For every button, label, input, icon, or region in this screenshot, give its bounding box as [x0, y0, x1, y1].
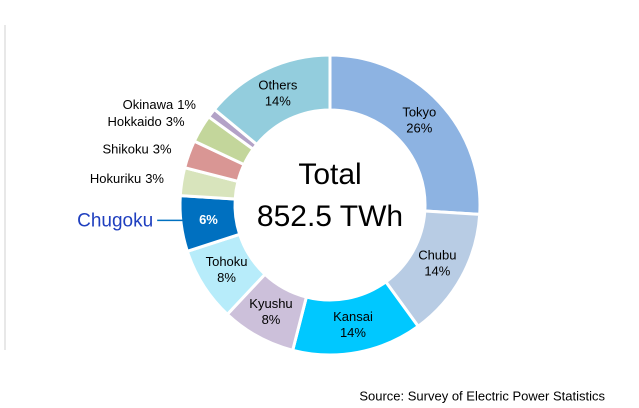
donut-segment [328, 53, 482, 217]
category-label: Hokuriku [90, 171, 141, 186]
category-label: Tokyo [402, 105, 436, 120]
value-label: 14% [340, 325, 366, 340]
source: Source: Survey of Electric Power Statist… [359, 388, 605, 403]
center-title: Total [298, 158, 361, 191]
value-label: 3% [166, 114, 185, 129]
category-label: Shikoku [103, 142, 149, 157]
category-label: Okinawa [123, 97, 174, 112]
category-label: Others [258, 78, 298, 93]
value-label: 26% [406, 121, 432, 136]
category-label: Kyushu [249, 296, 292, 311]
value-label: 8% [262, 312, 281, 327]
category-label: Tohoku [206, 254, 248, 269]
value-label: 3% [145, 171, 164, 186]
highlight-label: Chugoku [77, 210, 153, 231]
center-total: 852.5 TWh [257, 200, 403, 233]
category-label: Hokkaido [108, 114, 162, 129]
value-label: 3% [153, 142, 172, 157]
value-label: 14% [265, 94, 291, 109]
value-label: 1% [177, 97, 196, 112]
category-label: Chubu [418, 247, 456, 262]
category-label: Kansai [333, 309, 373, 324]
donut-segment [212, 53, 332, 147]
value-label: 8% [217, 270, 236, 285]
value-label: 6% [199, 212, 218, 227]
value-label: 14% [424, 263, 450, 278]
